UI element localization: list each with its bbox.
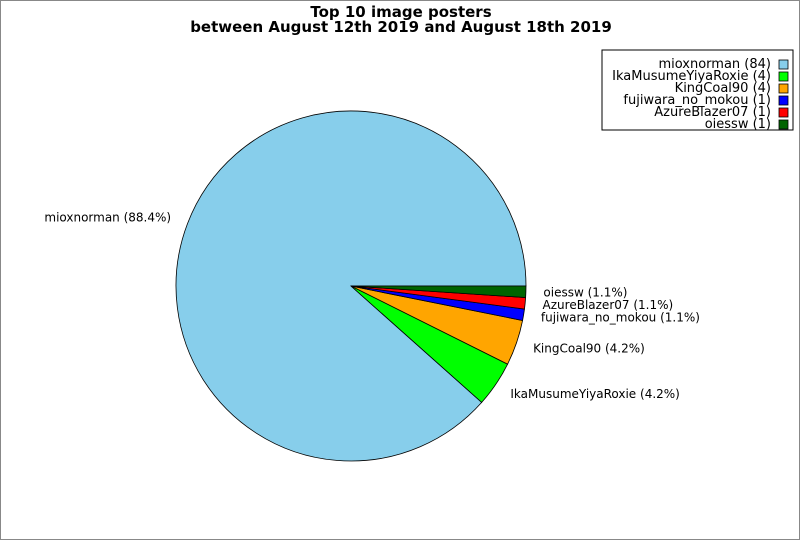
- legend-swatch-mioxnorman: [778, 59, 789, 70]
- slice-label-fujiwara_no_mokou: fujiwara_no_mokou (1.1%): [541, 311, 700, 325]
- legend-swatch-KingCoal90: [778, 83, 789, 94]
- slice-label-IkaMusumeYiyaRoxie: IkaMusumeYiyaRoxie (4.2%): [510, 387, 679, 401]
- legend-box: [601, 49, 794, 131]
- legend-swatch-fujiwara_no_mokou: [778, 95, 789, 106]
- legend-label-IkaMusumeYiyaRoxie: IkaMusumeYiyaRoxie (4): [612, 69, 771, 84]
- chart-title-line-2: between August 12th 2019 and August 18th…: [190, 18, 612, 36]
- legend-swatch-oiessw: [778, 119, 789, 130]
- slice-label-KingCoal90: KingCoal90 (4.2%): [533, 342, 645, 356]
- pie-slice-oiessw: [350, 285, 527, 298]
- legend-label-mioxnorman: mioxnorman (84): [658, 57, 771, 72]
- slice-label-mioxnorman: mioxnorman (88.4%): [44, 211, 171, 225]
- legend-label-AzureBlazer07: AzureBlazer07 (1): [654, 105, 771, 120]
- legend-swatch-AzureBlazer07: [778, 107, 789, 118]
- slice-label-AzureBlazer07: AzureBlazer07 (1.1%): [543, 298, 674, 312]
- legend-label-KingCoal90: KingCoal90 (4): [675, 81, 771, 96]
- legend-label-oiessw: oiessw (1): [705, 117, 771, 132]
- chart-title-line-1: Top 10 image posters: [310, 3, 491, 21]
- legend-label-fujiwara_no_mokou: fujiwara_no_mokou (1): [623, 93, 771, 108]
- legend-swatch-IkaMusumeYiyaRoxie: [778, 71, 789, 82]
- slice-label-oiessw: oiessw (1.1%): [543, 285, 627, 299]
